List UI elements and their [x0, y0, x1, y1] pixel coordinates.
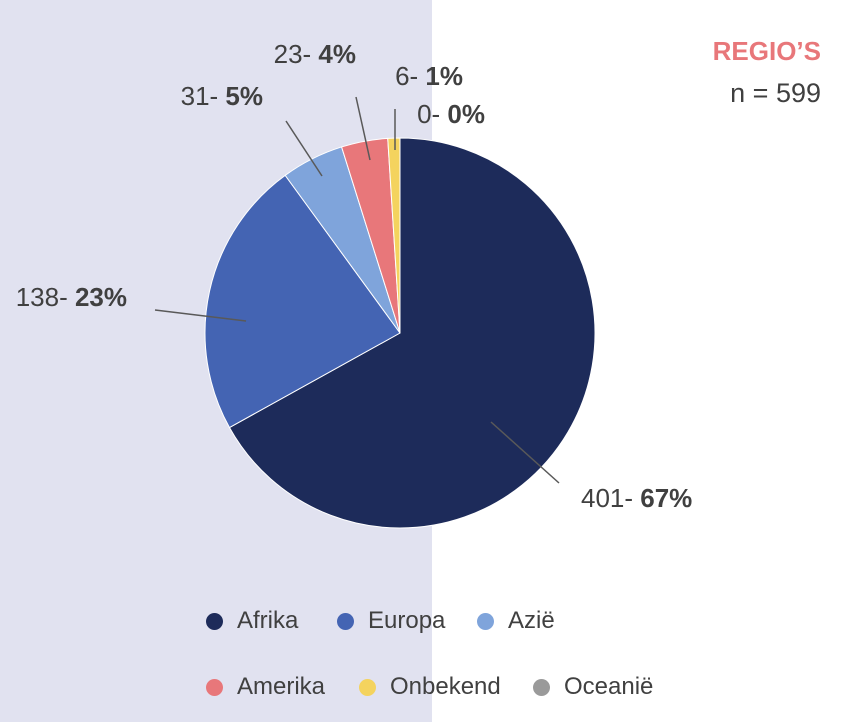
- pie-slice-europa: [204, 174, 401, 429]
- legend-item-afrika: Afrika: [206, 604, 298, 638]
- data-label-europa: 138- 23%: [16, 282, 127, 312]
- legend-label: Amerika: [237, 673, 326, 700]
- data-label-count: 6-: [395, 61, 425, 91]
- legend-label: Afrika: [237, 607, 299, 634]
- data-label-percent: 5%: [225, 81, 263, 111]
- legend-row-1: Afrika Europa Azië: [0, 604, 853, 638]
- data-label-count: 0-: [417, 99, 447, 129]
- chart-sample-size: n = 599: [730, 78, 821, 108]
- legend-dot: [206, 678, 223, 696]
- leader-line-afrika: [490, 421, 560, 484]
- leader-line-azië: [285, 120, 323, 177]
- pie-slice-onbekend: [387, 137, 401, 334]
- legend-label: Azië: [508, 607, 555, 634]
- legend-dot: [206, 612, 223, 630]
- data-label-percent: 4%: [318, 39, 356, 69]
- data-label-percent: 1%: [425, 61, 463, 91]
- leader-line-amerika: [355, 96, 371, 161]
- chart-title: REGIO’S: [712, 36, 821, 66]
- data-label-azië: 31- 5%: [181, 81, 263, 111]
- data-label-afrika: 401- 67%: [581, 483, 692, 513]
- data-label-percent: 23%: [75, 282, 127, 312]
- leader-line-europa: [154, 309, 247, 322]
- legend-item-amerika: Amerika: [206, 670, 325, 704]
- data-label-count: 23-: [274, 39, 319, 69]
- pie-slice-afrika: [228, 137, 596, 529]
- legend-label: Onbekend: [390, 673, 501, 700]
- data-label-amerika: 23- 4%: [274, 39, 356, 69]
- data-label-percent: 67%: [640, 483, 692, 513]
- data-label-onbekend: 6- 1%: [395, 61, 463, 91]
- data-label-count: 31-: [181, 81, 226, 111]
- legend-item-europa: Europa: [337, 604, 445, 638]
- legend-label: Europa: [368, 607, 446, 634]
- legend-row-2: Amerika Onbekend Oceanië: [0, 670, 853, 704]
- legend-item-oceanie: Oceanië: [533, 670, 653, 704]
- data-label-count: 138-: [16, 282, 75, 312]
- legend-item-azie: Azië: [477, 604, 555, 638]
- legend-dot: [533, 678, 550, 696]
- data-label-count: 401-: [581, 483, 640, 513]
- legend-item-onbekend: Onbekend: [359, 670, 501, 704]
- data-label-percent: 0%: [447, 99, 485, 129]
- legend-label: Oceanië: [564, 673, 654, 700]
- legend-dot: [477, 612, 494, 630]
- data-label-oceanië: 0- 0%: [417, 99, 485, 129]
- legend-dot: [337, 612, 354, 630]
- legend-dot: [359, 678, 376, 696]
